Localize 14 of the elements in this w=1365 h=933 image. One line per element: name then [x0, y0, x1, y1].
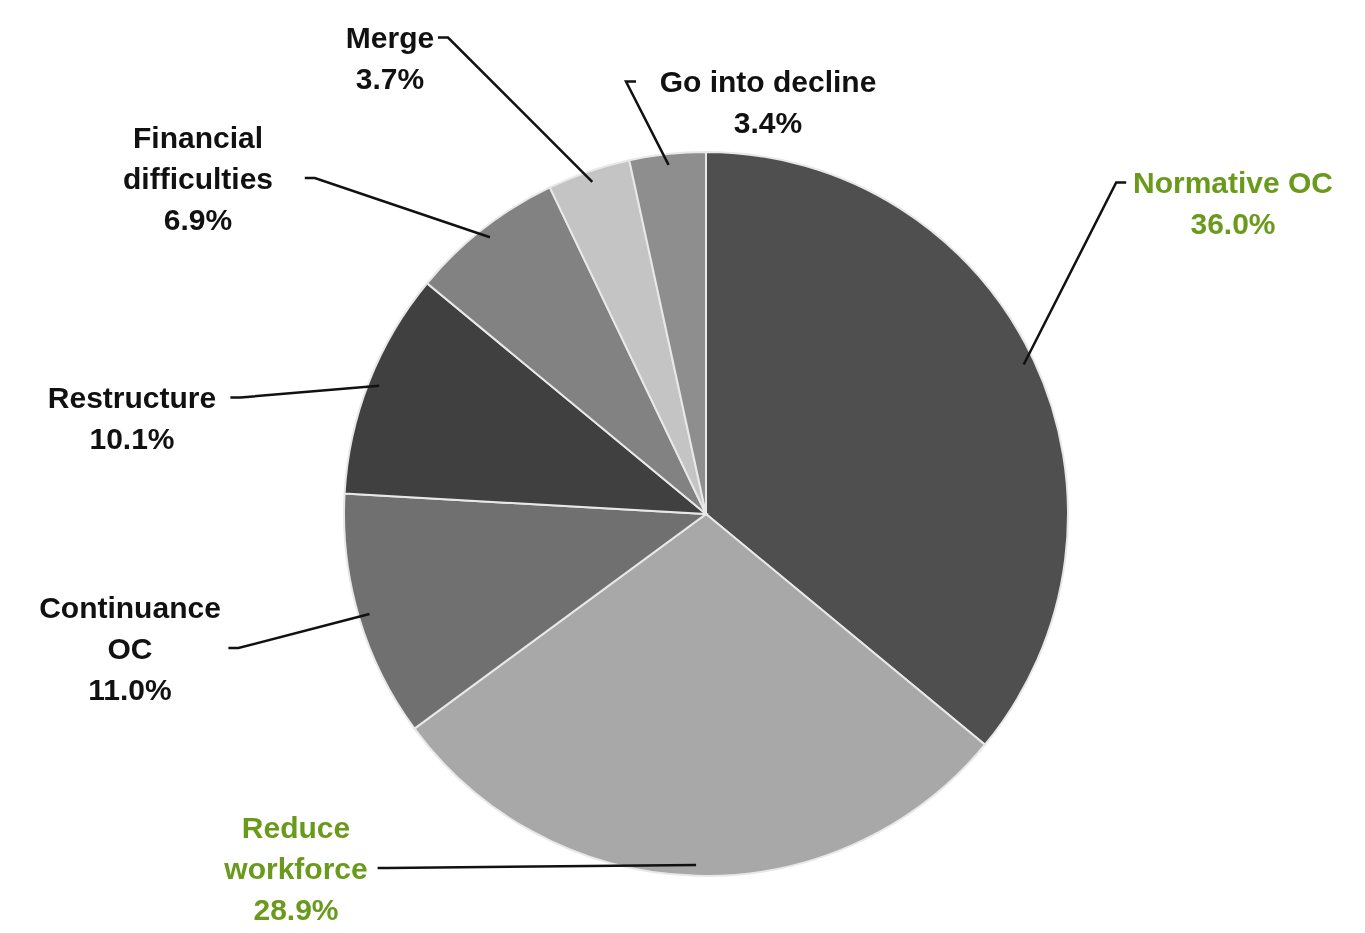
- slice-label: Restructure: [47, 381, 217, 414]
- data-label: 3.4%: [733, 106, 803, 139]
- data-label: 28.9%: [253, 892, 339, 926]
- slice-label: Normative OC: [1132, 166, 1334, 199]
- data-label: 11.0%: [88, 672, 172, 706]
- data-label: 3.7%: [355, 62, 425, 95]
- slice-label: Reduce workforce: [223, 810, 368, 885]
- slice-label: Financial difficulties: [122, 120, 274, 195]
- slice-label: Merge: [345, 21, 435, 54]
- data-label: 36.0%: [1190, 207, 1276, 240]
- data-label: 10.1%: [89, 422, 175, 455]
- slice-label: Continuance OC: [39, 590, 221, 665]
- data-label: 6.9%: [163, 202, 233, 236]
- slice-label: Go into decline: [659, 65, 877, 98]
